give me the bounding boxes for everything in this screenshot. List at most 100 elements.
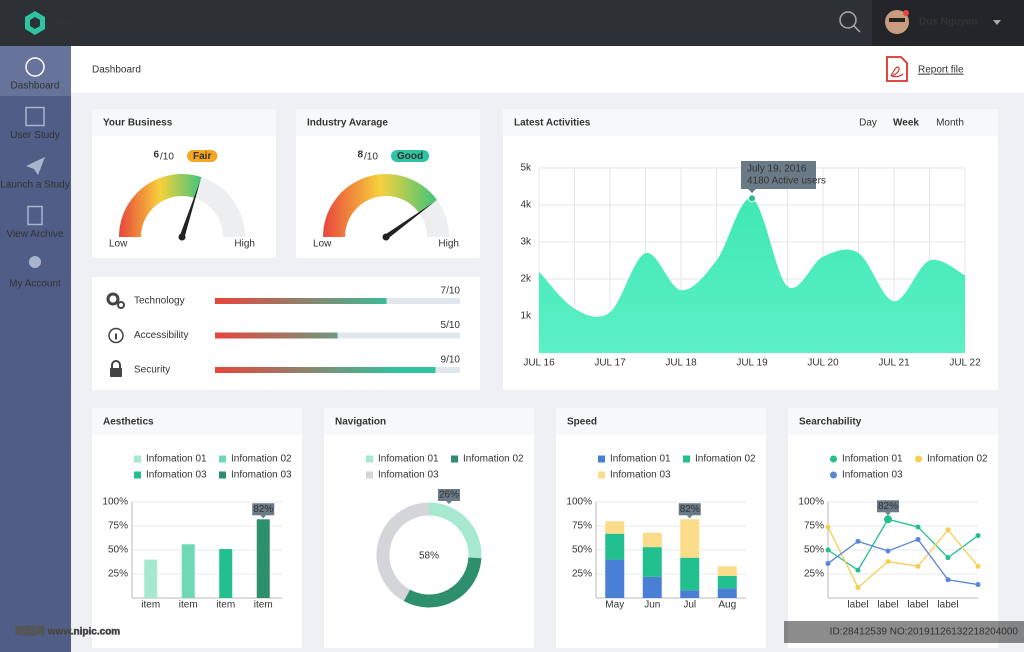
tooltip: [741, 161, 816, 189]
y-tick-label: 75%: [572, 521, 592, 532]
title-bar: [71, 46, 1024, 93]
legend-swatch: [366, 455, 373, 463]
search-icon[interactable]: [839, 11, 857, 29]
bar-segment: [605, 559, 625, 598]
rating-icon: [117, 301, 125, 309]
gauge-badge: [187, 150, 218, 162]
point: [855, 584, 861, 590]
gauge-fill: [119, 174, 202, 237]
sidebar-icon: [27, 205, 43, 226]
gauge-badge-text: Fair: [193, 151, 211, 162]
sidebar-label[interactable]: User Study: [10, 130, 59, 141]
tooltip-arrow: [748, 189, 756, 193]
point: [915, 524, 921, 530]
y-tick-label: 100%: [798, 497, 824, 508]
avatar-glasses: [889, 18, 905, 22]
gauge-scale: /10: [160, 152, 174, 163]
sidebar-icon: [25, 57, 45, 77]
watermark-site: 昵图网 www.nipic.com: [15, 626, 120, 638]
gauge-high: High: [438, 239, 459, 250]
gauge-scale: /10: [364, 152, 378, 163]
gauge-score: 8: [357, 150, 363, 161]
bar: [219, 549, 233, 598]
value-tooltip-arrow: [885, 512, 891, 516]
watermark-id: ID:28412539 NO:20191126132218204000: [830, 627, 1019, 638]
card-title: Your Business: [103, 118, 173, 129]
legend-label: Infomation 01: [842, 454, 903, 465]
donut-segment: [403, 557, 482, 608]
rating-bar: [215, 298, 387, 304]
watermark-strip: [784, 621, 1024, 643]
y-tick-label: 4k: [520, 200, 532, 211]
gauge-badge-text: Good: [397, 151, 423, 162]
legend-swatch: [366, 471, 373, 479]
gauge-low: Low: [313, 239, 332, 250]
value-label: 82%: [680, 504, 700, 515]
legend-label: Infomation 02: [231, 454, 292, 465]
pdf-icon: [886, 56, 908, 82]
legend-swatch: [134, 455, 141, 463]
point: [975, 582, 981, 588]
bar-segment: [717, 588, 737, 598]
y-tick-label: 25%: [108, 569, 128, 580]
gauge-hub: [382, 233, 390, 241]
bar-segment: [717, 575, 737, 589]
point: [825, 547, 831, 553]
report-link[interactable]: Report file: [918, 65, 964, 76]
card-title: Industry Avarage: [307, 118, 388, 129]
point: [945, 555, 951, 561]
legend-label: Infomation 02: [463, 454, 524, 465]
rating-score: 7/10: [441, 286, 461, 297]
tab[interactable]: Day: [859, 118, 877, 129]
value-tooltip: [877, 500, 899, 513]
x-tick-label: JUL 16: [523, 358, 555, 369]
x-tick-label: JUL 19: [736, 358, 768, 369]
sidebar-label[interactable]: Dashboard: [11, 81, 60, 92]
x-tick-label: label: [877, 600, 898, 611]
sidebar-icon: [26, 157, 45, 175]
x-tick-label: May: [605, 600, 624, 611]
legend-swatch: [830, 471, 837, 479]
tooltip-text: 4180 Active users: [747, 176, 826, 187]
tab[interactable]: Month: [936, 118, 964, 129]
x-tick-label: item: [216, 600, 235, 611]
legend-swatch: [915, 455, 922, 463]
x-tick-label: JUL 22: [949, 358, 981, 369]
donut-center: 58%: [419, 551, 439, 562]
legend-label: Infomation 03: [231, 470, 292, 481]
bar: [144, 559, 158, 598]
card-header: [788, 408, 998, 435]
logo-icon-inner: [30, 17, 40, 29]
donut-segment: [428, 502, 482, 559]
card-header: [92, 408, 302, 435]
bar-segment: [605, 533, 625, 560]
value-tooltip-arrow: [686, 515, 693, 519]
legend-label: Infomation 02: [927, 454, 988, 465]
legend-label: Infomation 03: [610, 470, 671, 481]
gauge-needle: [179, 179, 201, 238]
sidebar-label[interactable]: View Archive: [6, 229, 64, 240]
legend-label: Infomation 01: [610, 454, 671, 465]
sidebar-icon: [29, 256, 41, 268]
gauge-track: [419, 199, 449, 237]
gauge-high: High: [234, 239, 255, 250]
tab[interactable]: Week: [893, 118, 919, 129]
x-tick-label: Jun: [644, 600, 660, 611]
rating-icon: [115, 333, 117, 340]
sidebar-label[interactable]: Launch a Study: [0, 180, 70, 191]
gauge-low: Low: [109, 239, 128, 250]
card-header: [503, 109, 998, 136]
gauge-score: 6: [153, 150, 159, 161]
legend-swatch: [598, 471, 605, 479]
sidebar: [0, 46, 71, 652]
bar-segment: [717, 566, 737, 576]
sidebar-label[interactable]: My Account: [9, 279, 61, 290]
rating-bar: [215, 332, 338, 339]
legend-label: Infomation 01: [378, 454, 439, 465]
y-tick-label: 50%: [804, 545, 824, 556]
legend-swatch: [451, 455, 458, 463]
card: [324, 408, 534, 648]
bar: [256, 519, 270, 598]
user-name[interactable]: Dux Nguyen: [919, 17, 977, 28]
